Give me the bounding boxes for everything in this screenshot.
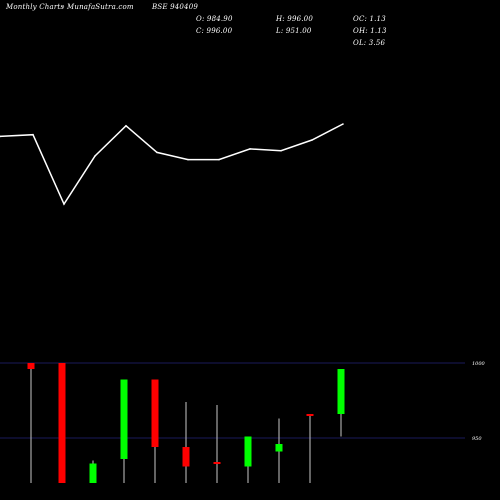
candle-body [182,447,190,467]
line-point [0,135,1,138]
symbol-label: BSE 940409 [152,3,198,11]
candle-body [151,379,159,447]
candle-body [89,463,97,483]
line-point [32,133,34,136]
line-point [187,158,189,161]
candle-body [120,379,128,459]
brand-label: Monthly Charts [6,3,65,11]
close-value: C: 996.00 [196,27,233,35]
low-value: L: 951.00 [276,27,312,35]
line-point [311,139,313,141]
candle-body [27,363,35,369]
candle-body [58,363,66,483]
price-line [0,123,344,206]
y-tick-label: 1000 [472,361,486,367]
oc-value: OC: 1.13 [353,15,386,23]
candle-body [244,436,252,467]
line-point [342,123,344,125]
high-value: H: 996.00 [276,15,313,23]
candle-body [306,414,314,416]
line-point [156,151,158,154]
line-point [94,155,96,157]
line-point [125,125,127,127]
line-point [63,203,65,205]
candle-body [275,444,283,452]
candlestick-chart: 1000 950 [0,361,486,483]
line-point [218,158,220,161]
price-line-chart [0,123,344,206]
line-point [280,149,282,152]
candle-body [337,369,345,414]
ol-value: OL: 3.56 [353,39,386,47]
oh-value: OH: 1.13 [353,27,387,35]
y-tick-label: 950 [472,436,482,442]
site-label: - MunafaSutra.com [62,3,134,11]
line-point [249,148,251,150]
open-value: O: 984.90 [196,15,233,23]
candle-body [213,462,221,464]
